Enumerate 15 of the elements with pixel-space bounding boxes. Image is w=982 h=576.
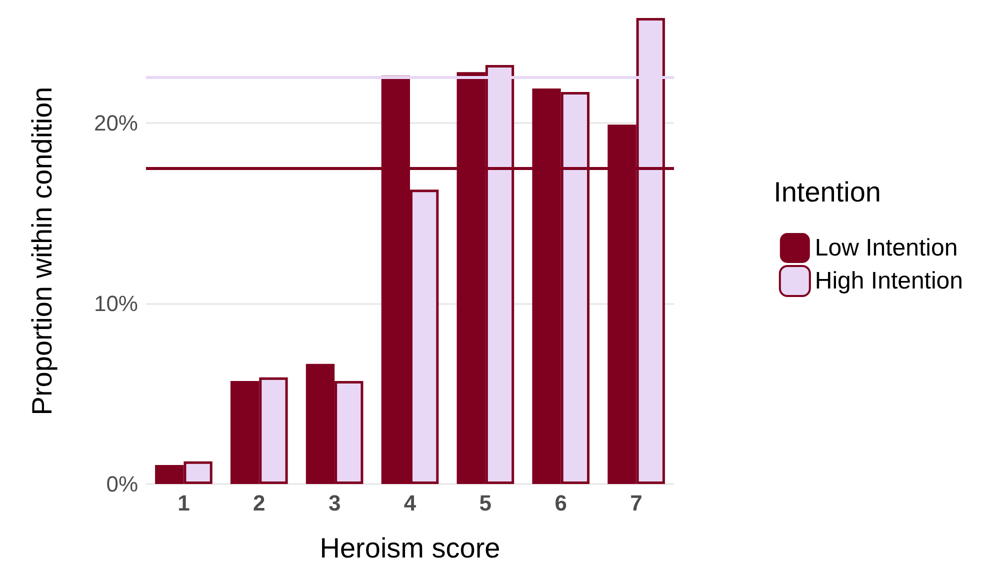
y-tick-label: 10% <box>94 290 138 316</box>
x-tick-label: 1 <box>178 490 190 516</box>
legend-title: Intention <box>774 176 881 208</box>
x-tick-label: 3 <box>328 490 341 516</box>
x-tick-label: 4 <box>404 490 417 516</box>
y-tick-label: 20% <box>94 110 138 136</box>
y-tick-label: 0% <box>106 472 138 496</box>
x-tick-label: 2 <box>253 490 266 516</box>
x-axis-title: Heroism score <box>320 532 500 564</box>
x-tick-label: 5 <box>479 490 492 516</box>
legend-label: Low Intention <box>814 234 958 262</box>
y-axis-title: Proportion within condition <box>26 86 58 416</box>
x-tick-label: 6 <box>554 490 567 516</box>
x-tick-label: 7 <box>630 490 642 516</box>
legend-label: High Intention <box>814 268 964 294</box>
